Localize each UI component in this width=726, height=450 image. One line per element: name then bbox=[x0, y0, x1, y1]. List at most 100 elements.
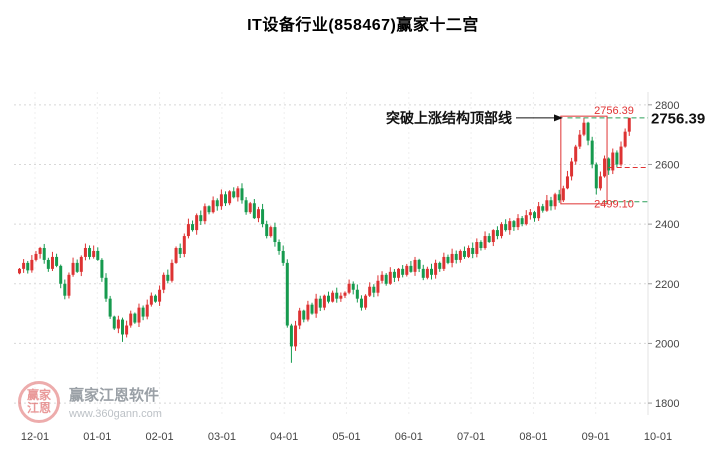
candle bbox=[409, 265, 413, 272]
candle bbox=[310, 304, 314, 314]
candle bbox=[524, 215, 528, 225]
candle bbox=[397, 268, 401, 278]
candle bbox=[174, 247, 178, 263]
candle bbox=[236, 188, 240, 198]
candle bbox=[30, 259, 34, 271]
x-tick-label: 08-01 bbox=[519, 431, 547, 443]
candle bbox=[450, 253, 454, 263]
candle bbox=[351, 283, 355, 290]
candle bbox=[483, 236, 487, 248]
candle bbox=[384, 274, 388, 284]
candle bbox=[458, 250, 462, 260]
y-tick-label: 2200 bbox=[655, 279, 679, 291]
candle bbox=[137, 307, 141, 323]
candle bbox=[178, 247, 182, 254]
x-tick-label: 01-01 bbox=[83, 431, 111, 443]
candle bbox=[376, 280, 380, 293]
x-tick-label: 05-01 bbox=[332, 431, 360, 443]
candle bbox=[145, 304, 149, 317]
candle bbox=[79, 256, 83, 272]
candle bbox=[195, 215, 199, 231]
candle bbox=[582, 122, 586, 135]
candle bbox=[533, 212, 536, 219]
candle bbox=[388, 271, 392, 284]
watermark-text: 赢家江恩软件 www.360gann.com bbox=[69, 384, 162, 420]
candle bbox=[504, 224, 508, 231]
candle bbox=[199, 215, 203, 222]
candle bbox=[438, 262, 442, 269]
candle bbox=[475, 242, 479, 254]
x-tick-label: 10-01 bbox=[644, 431, 672, 443]
candle bbox=[162, 274, 166, 290]
x-tick-label: 09-01 bbox=[582, 431, 610, 443]
candle bbox=[454, 253, 458, 260]
candle bbox=[355, 289, 359, 299]
candle bbox=[512, 221, 516, 228]
candle bbox=[112, 316, 116, 329]
candle bbox=[96, 250, 100, 260]
candle bbox=[22, 262, 26, 269]
candle bbox=[380, 274, 384, 281]
candle bbox=[467, 247, 471, 257]
candle bbox=[537, 206, 541, 219]
candle bbox=[170, 262, 174, 281]
candle bbox=[405, 265, 409, 275]
candle bbox=[549, 200, 553, 207]
current-price-label: 2756.39 bbox=[651, 110, 705, 127]
candle bbox=[141, 307, 145, 317]
candle bbox=[541, 206, 545, 211]
candle bbox=[446, 256, 450, 263]
price-label: 2499.10 bbox=[594, 199, 634, 211]
candle bbox=[500, 224, 504, 237]
candle bbox=[442, 256, 446, 269]
candle bbox=[553, 194, 557, 207]
candle bbox=[121, 319, 124, 335]
candle bbox=[331, 292, 335, 302]
candle bbox=[149, 295, 153, 305]
candle bbox=[228, 191, 232, 204]
candle bbox=[182, 236, 186, 254]
y-tick-label: 2800 bbox=[655, 100, 679, 112]
candle bbox=[372, 286, 376, 293]
price-label: 2756.39 bbox=[594, 105, 634, 117]
candle bbox=[359, 298, 363, 308]
candle bbox=[508, 221, 512, 231]
candle bbox=[261, 209, 265, 225]
candle bbox=[63, 283, 67, 296]
candle bbox=[598, 176, 602, 189]
candle bbox=[430, 268, 433, 275]
candle bbox=[42, 247, 46, 260]
x-tick-label: 04-01 bbox=[270, 431, 298, 443]
watermark-name: 赢家江恩软件 bbox=[69, 387, 160, 404]
candle bbox=[318, 298, 322, 308]
candle bbox=[594, 164, 598, 189]
x-tick-label: 02-01 bbox=[146, 431, 174, 443]
winner-gann-logo-icon: 赢家 江恩 bbox=[18, 381, 60, 423]
candle bbox=[623, 131, 627, 147]
candle bbox=[520, 218, 524, 225]
candle bbox=[314, 298, 318, 314]
candle bbox=[83, 247, 87, 257]
candle bbox=[273, 227, 277, 243]
y-tick-label: 2600 bbox=[655, 159, 679, 171]
candle bbox=[215, 200, 219, 207]
candle bbox=[491, 230, 495, 243]
candle bbox=[46, 259, 50, 269]
candle bbox=[281, 250, 285, 263]
candle bbox=[561, 188, 565, 201]
candle bbox=[607, 158, 611, 171]
chart-title: IT设备行业(858467)赢家十二宫 bbox=[247, 17, 479, 34]
candle bbox=[104, 277, 108, 299]
candle bbox=[545, 200, 549, 211]
candle bbox=[248, 203, 252, 213]
candle bbox=[50, 256, 54, 269]
candle bbox=[578, 134, 582, 147]
candle bbox=[18, 268, 21, 274]
candle bbox=[116, 319, 120, 329]
candle bbox=[570, 161, 574, 177]
candle bbox=[285, 262, 289, 326]
candle bbox=[186, 224, 190, 237]
candle bbox=[586, 122, 590, 141]
